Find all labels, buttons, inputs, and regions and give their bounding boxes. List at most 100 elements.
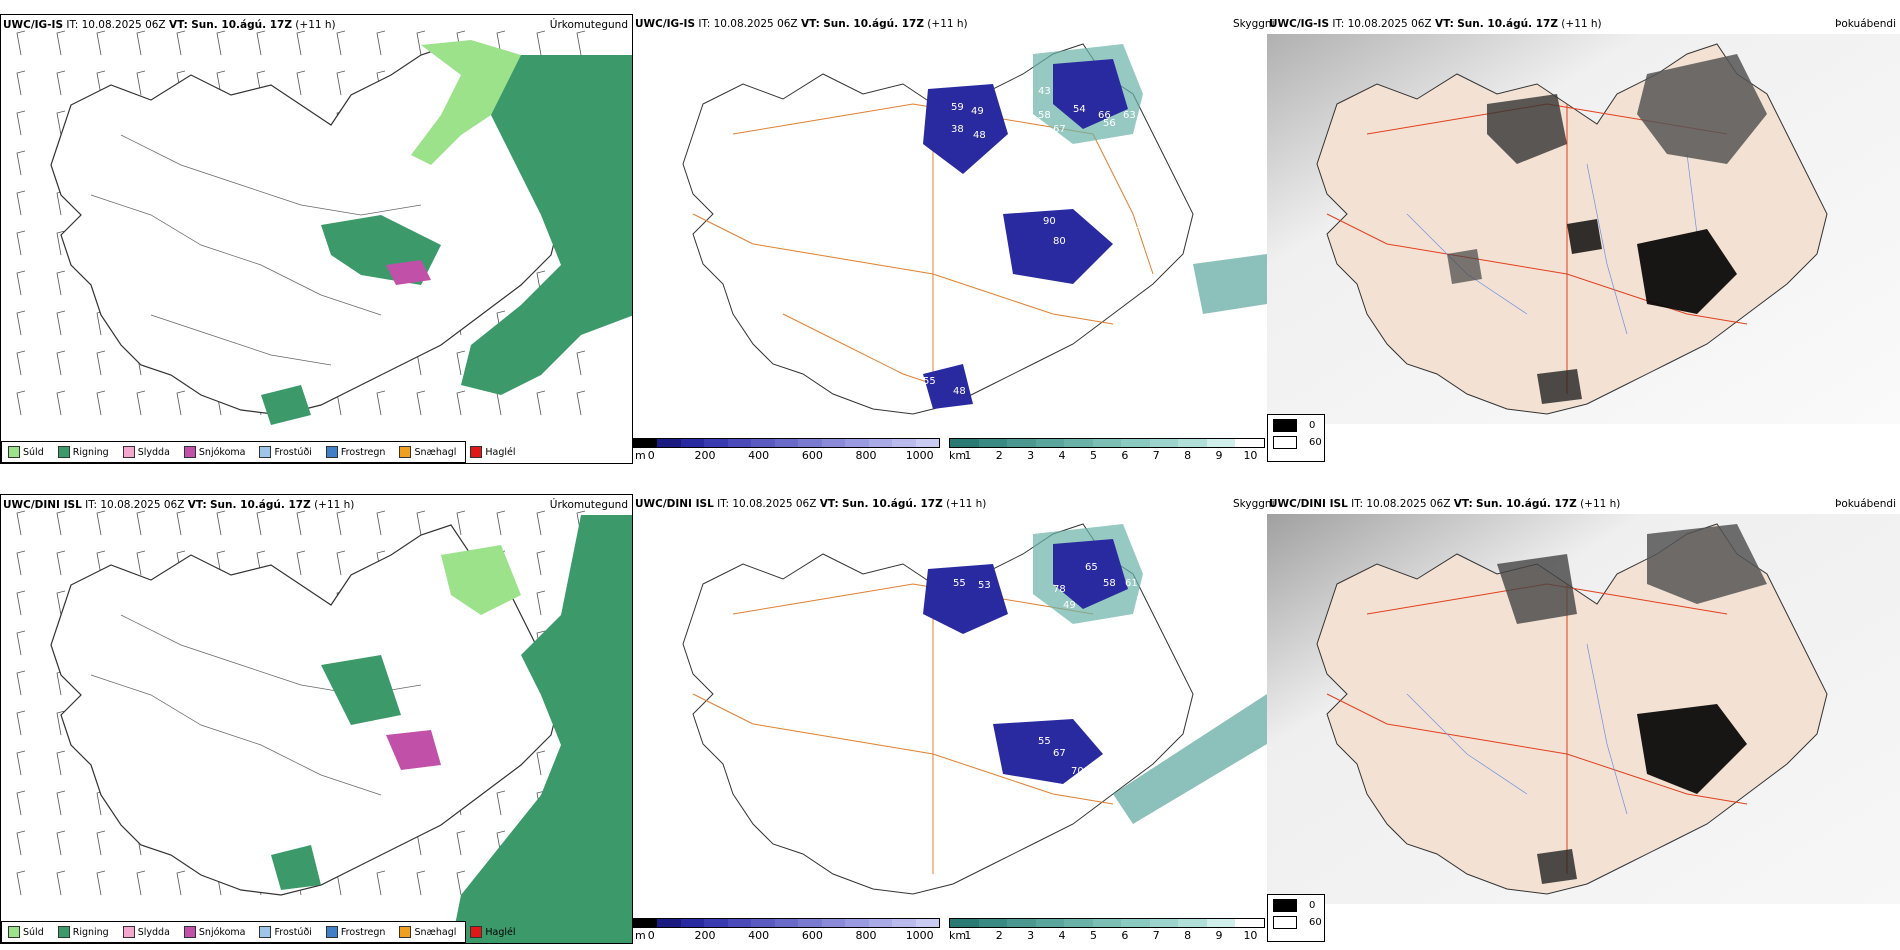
precip-legend-swatch bbox=[470, 926, 483, 938]
wind-barb bbox=[536, 550, 546, 576]
cloud-base-label: 66 bbox=[1098, 110, 1111, 121]
colorbar-tick: 8 bbox=[1184, 449, 1192, 462]
vis-colorbar-swatches bbox=[949, 918, 1265, 928]
colorbar-tick: 10 bbox=[1243, 449, 1258, 462]
vis-colorbar-swatches bbox=[949, 438, 1265, 448]
cloud-base-label: 67 bbox=[1053, 124, 1066, 135]
precip-legend-label: Slydda bbox=[137, 926, 170, 938]
colorbar-segment bbox=[680, 919, 705, 927]
fog-panel-bottom: UWC/DINI ISL IT: 10.08.2025 06Z VT: Sun.… bbox=[1267, 494, 1900, 944]
colorbar-tick: 10 bbox=[1243, 929, 1258, 942]
precip-legend-label: Rigning bbox=[72, 926, 109, 938]
wind-barb bbox=[456, 510, 466, 536]
wind-barb bbox=[56, 230, 66, 256]
wind-barb bbox=[16, 70, 26, 96]
model-name: UWC/IG-IS bbox=[635, 18, 696, 30]
colorbar-segment bbox=[1235, 439, 1265, 447]
fog-legend-label: 60 bbox=[1309, 437, 1322, 448]
vt-label: VT: bbox=[1453, 498, 1473, 510]
vt-value: Sun. 10.ágú. 17Z bbox=[1457, 18, 1558, 30]
it-value: 10.08.2025 06Z bbox=[1347, 18, 1432, 30]
wind-barb bbox=[256, 30, 266, 56]
wind-barb bbox=[176, 510, 186, 536]
precip-legend-item: Rigning bbox=[57, 446, 109, 458]
wind-barb bbox=[216, 70, 226, 96]
colorbar-segment bbox=[1178, 919, 1207, 927]
colorbar-segment bbox=[774, 919, 799, 927]
ceiling-unit: m bbox=[635, 449, 646, 462]
cloud-base-label: 55 bbox=[953, 578, 966, 589]
cloud-base-label: 49 bbox=[1063, 600, 1076, 611]
wind-barb bbox=[416, 390, 426, 416]
wind-barb bbox=[576, 390, 586, 416]
fog-legend-label: 0 bbox=[1309, 900, 1316, 911]
precip-type-panel-top: UWC/IG-IS IT: 10.08.2025 06Z VT: Sun. 10… bbox=[0, 14, 633, 464]
wind-barb bbox=[16, 230, 26, 256]
wind-barb bbox=[56, 870, 66, 896]
iceland-land bbox=[1316, 523, 1828, 895]
cloud-base-label: 65 bbox=[1085, 562, 1098, 573]
wind-barb bbox=[536, 30, 546, 56]
colorbar-tick: 0 bbox=[647, 449, 655, 462]
wind-barb bbox=[56, 310, 66, 336]
colorbar-segment bbox=[1035, 439, 1065, 447]
colorbar-segment bbox=[868, 439, 893, 447]
precip-legend-swatch bbox=[399, 926, 412, 938]
it-value: 10.08.2025 06Z bbox=[100, 499, 185, 511]
precip-legend-label: Snjókoma bbox=[198, 926, 246, 938]
cloud-base-label: 55 bbox=[1038, 736, 1051, 747]
colorbar-segment bbox=[1121, 439, 1150, 447]
cloud-base-label: 90 bbox=[1043, 216, 1056, 227]
cloud-base-label: 55 bbox=[923, 376, 936, 387]
vt-label: VT: bbox=[819, 498, 839, 510]
colorbar-segment bbox=[657, 439, 681, 447]
wind-barb bbox=[536, 390, 546, 416]
lead-time: (+11 h) bbox=[946, 498, 987, 510]
precip-legend-swatch bbox=[183, 446, 196, 458]
colorbar-segment bbox=[1149, 919, 1179, 927]
cloud-base-label: 49 bbox=[971, 106, 984, 117]
wind-barb bbox=[56, 750, 66, 776]
vt-label: VT: bbox=[168, 19, 188, 31]
wind-barb bbox=[56, 830, 66, 856]
colorbar-tick: 400 bbox=[748, 929, 770, 942]
vt-value: Sun. 10.ágú. 17Z bbox=[210, 499, 311, 511]
precip-legend-label: Frostregn bbox=[340, 926, 386, 938]
vt-value: Sun. 10.ágú. 17Z bbox=[1476, 498, 1577, 510]
colorbar-segment bbox=[868, 919, 893, 927]
wind-barb bbox=[16, 870, 26, 896]
colorbar-tick: 5 bbox=[1089, 449, 1097, 462]
colorbar-segment bbox=[727, 439, 752, 447]
colorbar-segment bbox=[1064, 439, 1093, 447]
cloud-base-label: 48 bbox=[953, 386, 966, 397]
precip-legend-label: Súld bbox=[23, 446, 44, 458]
wind-barb bbox=[376, 510, 386, 536]
colorbar-segment bbox=[704, 919, 728, 927]
colorbar-tick: 2 bbox=[995, 449, 1003, 462]
wind-barb bbox=[416, 510, 426, 536]
cloud-base-label: 67 bbox=[1053, 748, 1066, 759]
colorbar-segment bbox=[634, 439, 658, 447]
wind-barb bbox=[176, 390, 186, 416]
cloud-base-label: 78 bbox=[1121, 738, 1134, 749]
precip-legend-item: Súld bbox=[8, 926, 44, 938]
wind-barb bbox=[456, 870, 466, 896]
cloud-base-label: 70 bbox=[1071, 766, 1084, 777]
precip-legend-item: Rigning bbox=[57, 926, 109, 938]
wind-barb bbox=[16, 830, 26, 856]
colorbar-tick: 800 bbox=[855, 929, 877, 942]
wind-barb bbox=[296, 70, 306, 96]
colorbar-tick: 8 bbox=[1184, 929, 1192, 942]
precip-legend-label: Slydda bbox=[137, 446, 170, 458]
colorbar-segment bbox=[1064, 919, 1093, 927]
wind-barb bbox=[336, 70, 346, 96]
cloud-base-label: 78 bbox=[1053, 584, 1066, 595]
wind-barb bbox=[456, 350, 466, 376]
cloud-base-label: 80 bbox=[1053, 236, 1066, 247]
wind-barb bbox=[296, 550, 306, 576]
wind-barb bbox=[56, 270, 66, 296]
precip-legend-label: Frostregn bbox=[340, 446, 386, 458]
colorbar-tick: 0 bbox=[647, 929, 655, 942]
wind-barb bbox=[16, 310, 26, 336]
